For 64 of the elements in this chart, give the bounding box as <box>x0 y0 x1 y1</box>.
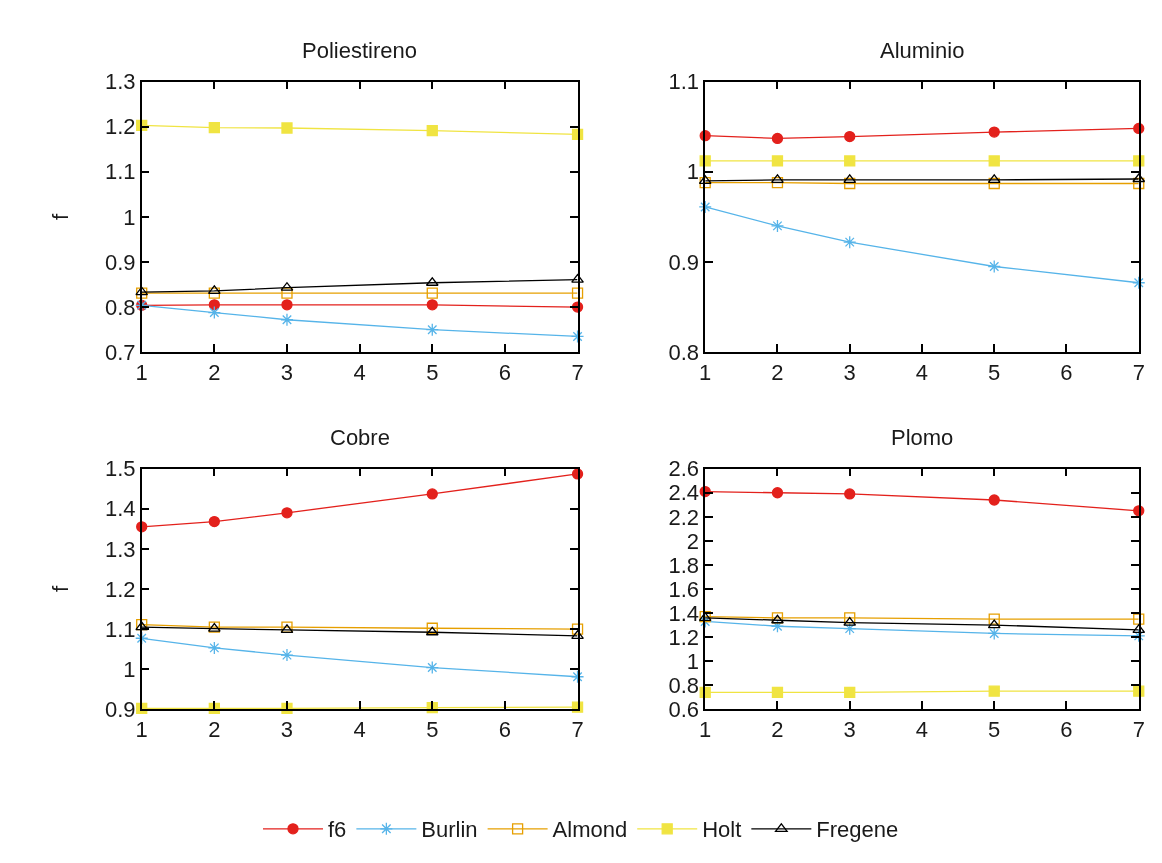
y-tick-label: 0.6 <box>668 696 700 722</box>
y-tick-label: 0.9 <box>104 696 136 722</box>
y-tick-label: 1.1 <box>104 159 136 185</box>
y-tick-label: 1.4 <box>668 600 700 626</box>
x-tick-label: 2 <box>208 360 221 386</box>
chart-title: Plomo <box>891 425 954 450</box>
y-tick-label: 1 <box>123 656 136 682</box>
y-tick-label: 0.9 <box>668 249 700 275</box>
x-tick-label: 2 <box>771 717 784 743</box>
y-tick-label: 2.4 <box>668 480 700 506</box>
x-tick-label: 6 <box>498 717 512 743</box>
x-tick-label: 3 <box>280 360 294 386</box>
x-tick-label: 2 <box>771 360 784 386</box>
x-tick-label: 5 <box>426 360 439 386</box>
y-tick-label: 2.2 <box>668 504 700 530</box>
x-tick-label: 4 <box>353 717 366 743</box>
y-tick-label: 1.8 <box>668 552 700 578</box>
y-tick-label: 1 <box>686 159 700 185</box>
y-tick-label: 1 <box>123 204 136 230</box>
y-tick-label: 1.2 <box>104 576 136 602</box>
y-tick-label: 1.5 <box>104 456 136 482</box>
y-tick-label: 1.2 <box>668 624 700 650</box>
y-tick-label: 1.3 <box>104 69 136 95</box>
chart-title: Cobre <box>330 425 390 450</box>
x-tick-label: 7 <box>1132 360 1145 386</box>
x-tick-label: 5 <box>988 717 1001 743</box>
y-tick-label: 1.1 <box>668 69 700 95</box>
x-tick-label: 5 <box>988 360 1001 386</box>
x-tick-label: 6 <box>1060 717 1073 743</box>
legend-label: Burlin <box>421 817 478 843</box>
x-tick-label: 4 <box>353 360 366 386</box>
y-tick-label: 2 <box>686 528 700 554</box>
y-tick-label: 1.3 <box>104 536 136 562</box>
y-tick-label: 0.9 <box>104 249 136 275</box>
y-tick-label: 0.7 <box>104 339 136 365</box>
chart-title: Poliestireno <box>302 38 417 63</box>
y-axis-title: f <box>48 212 74 220</box>
x-tick-label: 2 <box>208 717 221 743</box>
x-tick-label: 7 <box>1132 717 1145 743</box>
legend-label: Almond <box>552 817 628 843</box>
y-tick-label: 0.8 <box>668 672 700 698</box>
chart-title: Aluminio <box>880 38 965 63</box>
legend-label: f6 <box>328 817 347 843</box>
y-axis-title: f <box>48 585 74 593</box>
x-tick-label: 3 <box>280 717 294 743</box>
y-tick-label: 1.1 <box>104 616 136 642</box>
x-tick-label: 5 <box>426 717 439 743</box>
x-tick-label: 3 <box>843 717 856 743</box>
y-tick-label: 0.8 <box>104 294 136 320</box>
y-tick-label: 1.6 <box>668 576 700 602</box>
x-tick-label: 4 <box>915 717 929 743</box>
x-tick-label: 4 <box>915 360 929 386</box>
y-tick-label: 0.8 <box>668 339 700 365</box>
x-tick-label: 6 <box>1060 360 1073 386</box>
y-tick-label: 1 <box>686 648 700 674</box>
y-tick-label: 1.4 <box>104 496 136 522</box>
x-tick-label: 6 <box>498 360 512 386</box>
legend-label: Fregene <box>816 817 899 843</box>
legend-label: Holt <box>702 817 742 843</box>
y-tick-label: 2.6 <box>668 456 700 482</box>
y-tick-label: 1.2 <box>104 114 136 140</box>
x-tick-label: 7 <box>571 360 584 386</box>
x-tick-label: 7 <box>571 717 584 743</box>
x-tick-label: 3 <box>843 360 856 386</box>
